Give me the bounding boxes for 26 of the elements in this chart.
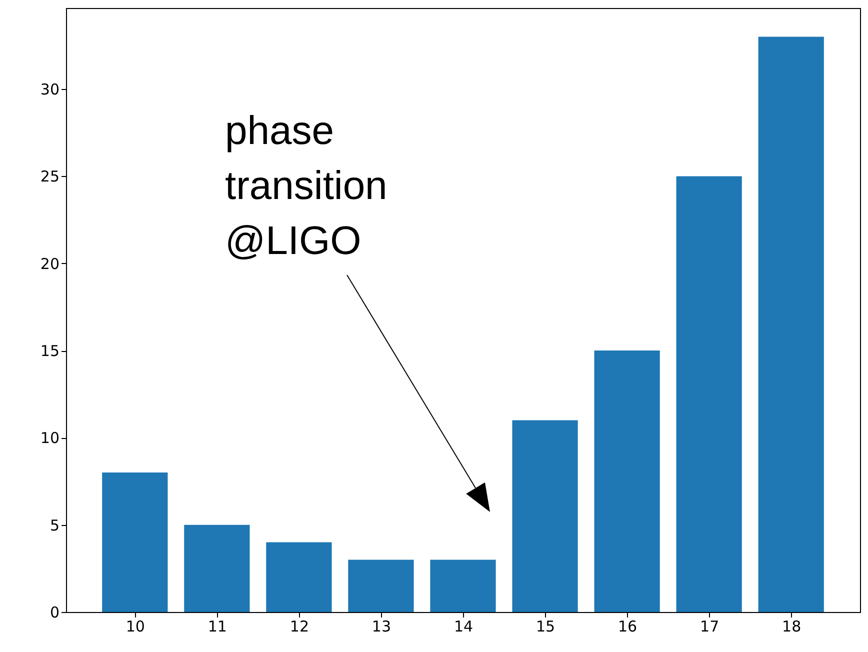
bar <box>102 472 168 612</box>
x-tick-label: 12 <box>290 618 309 636</box>
bar <box>348 560 414 612</box>
y-tick-label: 20 <box>40 254 60 273</box>
bar <box>594 350 660 612</box>
bar <box>266 542 332 612</box>
y-tick-label: 30 <box>40 80 60 99</box>
x-tick-label: 14 <box>454 618 474 636</box>
x-tick-label: 17 <box>700 618 720 636</box>
x-tick-label: 13 <box>372 618 392 636</box>
y-tick-label: 5 <box>50 516 60 534</box>
bar <box>512 420 578 612</box>
x-tick-label: 18 <box>782 618 802 636</box>
bar <box>430 560 496 612</box>
y-tick-label: 0 <box>50 604 60 622</box>
x-tick-label: 16 <box>618 618 638 636</box>
x-tick-label: 10 <box>126 618 145 636</box>
bar <box>676 176 742 612</box>
y-tick-label: 25 <box>40 168 60 186</box>
x-tick-label: 15 <box>536 618 556 636</box>
bar <box>184 524 250 612</box>
y-tick-label: 10 <box>40 429 60 448</box>
bar <box>758 36 824 612</box>
annotation: phase transition @LIGO <box>225 109 388 263</box>
y-tick-label: 15 <box>40 342 60 360</box>
x-tick-label: 11 <box>208 618 227 636</box>
